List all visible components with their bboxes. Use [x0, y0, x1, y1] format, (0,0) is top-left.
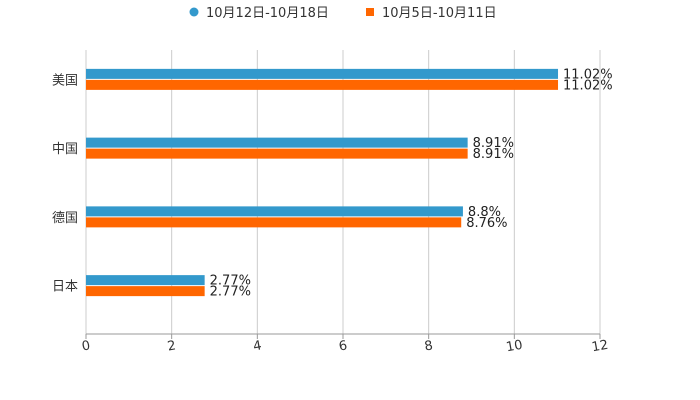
- x-tick-label-12: 12: [591, 338, 610, 356]
- data-label-series-1: 2.77%: [210, 274, 251, 289]
- legend-marker-series-2: [366, 8, 374, 16]
- data-label-series-1: 11.02%: [563, 67, 613, 82]
- x-tick-label-6: 6: [338, 338, 349, 354]
- data-label-series-2: 8.76%: [466, 216, 507, 231]
- category-label: 日本: [52, 280, 78, 295]
- bar-series-2: [86, 148, 468, 159]
- data-label-series-2: 2.77%: [210, 285, 251, 300]
- x-tick-label-8: 8: [423, 338, 434, 354]
- bar-series-2: [86, 217, 462, 228]
- category-label: 中国: [52, 142, 78, 157]
- x-tick-label-0: 0: [81, 338, 92, 354]
- bar-series-1: [86, 68, 559, 79]
- x-tick-label-2: 2: [166, 338, 177, 354]
- legend-item-2[interactable]: 10月5日-10月11日: [366, 6, 497, 21]
- category-label: 美国: [52, 73, 78, 88]
- x-tick-label-4: 4: [252, 338, 263, 354]
- legend[interactable]: 10月12日-10月18日 10月5日-10月11日: [189, 6, 497, 21]
- bar-series-2: [86, 79, 559, 90]
- data-labels: 11.02%11.02% 8.91%8.91% 8.8%8.76% 2.77%2.77…: [210, 67, 613, 299]
- grid-lines: [85, 50, 601, 334]
- bar-series-1: [86, 275, 205, 286]
- bar-series-1: [86, 206, 463, 217]
- data-label-series-1: 8.8%: [468, 205, 501, 220]
- data-label-series-2: 8.91%: [473, 147, 514, 162]
- bars: [86, 68, 559, 297]
- data-label-series-2: 11.02%: [563, 78, 613, 93]
- legend-item-1[interactable]: 10月12日-10月18日: [189, 6, 329, 21]
- bar-series-1: [86, 137, 468, 148]
- legend-marker-series-1: [189, 7, 199, 17]
- x-tick-label-10: 10: [505, 338, 524, 356]
- legend-label-series-1: 10月12日-10月18日: [206, 6, 329, 21]
- bar-series-2: [86, 286, 205, 297]
- legend-label-series-2: 10月5日-10月11日: [382, 6, 497, 21]
- category-label: 德国: [52, 211, 78, 226]
- data-label-series-1: 8.91%: [473, 136, 514, 151]
